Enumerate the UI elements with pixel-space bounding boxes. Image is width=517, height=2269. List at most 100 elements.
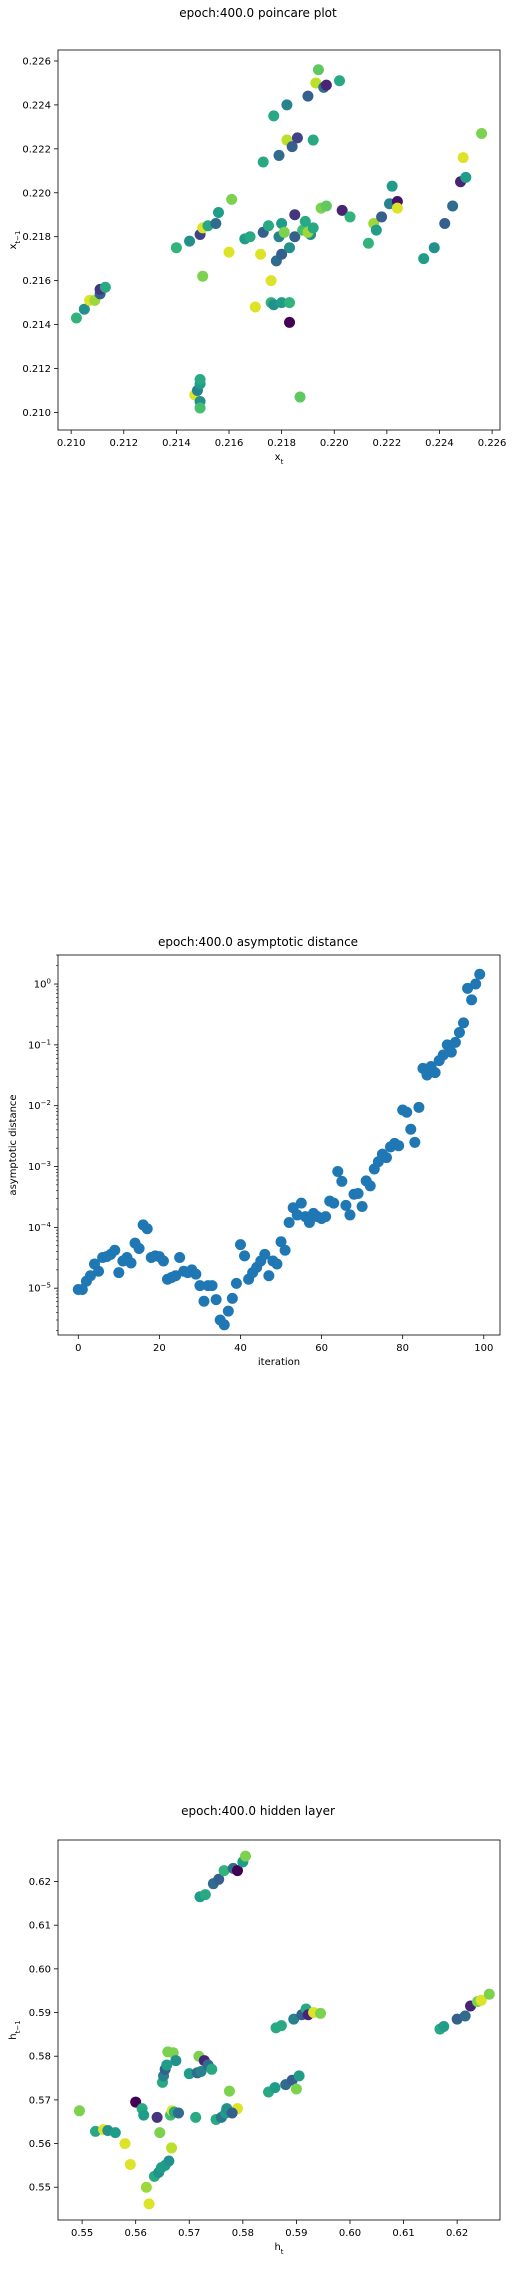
y-tick-label: 0.224 <box>22 100 51 111</box>
scatter-point <box>271 1258 282 1269</box>
scatter-point <box>308 222 319 233</box>
scatter-point <box>231 1278 242 1289</box>
scatter-point <box>284 242 295 253</box>
scatter-point <box>446 1047 457 1058</box>
scatter-point <box>296 1198 307 1209</box>
scatter-point <box>401 1107 412 1118</box>
y-tick-label: 0.214 <box>22 320 51 331</box>
scatter-point <box>429 242 440 253</box>
x-tick-label: 0.59 <box>285 2228 307 2239</box>
scatter-point <box>119 2138 130 2149</box>
scatter-point <box>258 157 269 168</box>
y-tick-label: 0.55 <box>29 2183 51 2194</box>
scatter-point <box>418 253 429 264</box>
scatter-point <box>200 1889 211 1900</box>
scatter-point <box>110 2127 121 2138</box>
y-tick-label: 0.226 <box>22 56 51 67</box>
y-tick-label: 0.220 <box>22 188 51 199</box>
scatter-point <box>211 1294 222 1305</box>
scatter-point <box>219 1319 230 1330</box>
scatter-point <box>454 1027 465 1038</box>
x-tick-label: 0.60 <box>339 2228 361 2239</box>
scatter-point <box>190 2112 201 2123</box>
axes-frame <box>58 955 500 1335</box>
axis-labels: iteration asymptotic distance <box>8 1094 300 1368</box>
scatter-point <box>345 211 356 222</box>
scatter-point <box>269 2082 280 2093</box>
scatter-point <box>470 979 481 990</box>
scatter-point <box>447 200 458 211</box>
scatter-point <box>284 297 295 308</box>
scatter-point <box>353 1188 364 1199</box>
scatter-point <box>173 2107 184 2118</box>
scatter-point <box>134 1243 145 1254</box>
scatter-point <box>152 2112 163 2123</box>
scatter-point <box>280 1245 291 1256</box>
scatter-point <box>294 2070 305 2081</box>
scatter-point <box>276 2020 287 2031</box>
scatter-point <box>125 1257 136 1268</box>
scatter-point <box>409 1137 420 1148</box>
y-tick-label: 0.57 <box>29 2095 51 2106</box>
scatter-point <box>268 110 279 121</box>
x-axis-label: iteration <box>258 1357 300 1368</box>
scatter-point <box>158 1255 169 1266</box>
scatter-point <box>223 1306 234 1317</box>
scatter-point <box>363 238 374 249</box>
scatter-point <box>141 2182 152 2193</box>
scatter-point <box>250 301 261 312</box>
scatter-point <box>210 218 221 229</box>
scatter-point <box>376 211 387 222</box>
y-tick-label: 0.216 <box>22 276 51 287</box>
scatter-point <box>227 2107 238 2118</box>
scatter-point <box>284 317 295 328</box>
scatter-point <box>292 132 303 143</box>
scatter-points <box>74 1851 495 2210</box>
scatter-point <box>458 152 469 163</box>
scatter-point <box>332 1166 343 1177</box>
scatter-point <box>484 1989 495 2000</box>
scatter-point <box>93 1266 104 1277</box>
scatter-point <box>245 231 256 242</box>
x-tick-label: 0.218 <box>267 438 296 449</box>
x-tick-label: 0.55 <box>71 2228 93 2239</box>
scatter-point <box>315 2008 326 2019</box>
scatter-point <box>334 75 345 86</box>
scatter-points <box>73 969 485 1331</box>
chart-title: epoch:400.0 asymptotic distance <box>158 935 358 949</box>
y-tick-label: 0.222 <box>22 144 51 155</box>
scatter-point <box>198 1296 209 1307</box>
x-tick-label: 0.224 <box>425 438 454 449</box>
y-axis-label: xt−1 <box>8 231 22 250</box>
x-tick-label: 0.62 <box>446 2228 468 2239</box>
y-tick-label: 10−1 <box>28 1038 51 1051</box>
x-tick-label: 100 <box>474 1343 493 1354</box>
scatter-point <box>405 1124 416 1135</box>
scatter-point <box>142 1223 153 1234</box>
y-tick-label: 10−4 <box>28 1221 52 1234</box>
x-tick-label: 0.57 <box>178 2228 200 2239</box>
scatter-point <box>413 1102 424 1113</box>
scatter-point <box>74 2105 85 2116</box>
scatter-point <box>365 1180 376 1191</box>
scatter-point <box>460 172 471 183</box>
scatter-point <box>460 2011 471 2022</box>
x-tick-label: 0.58 <box>232 2228 254 2239</box>
hidden-layer-panel: epoch:400.0 hidden layer 0.55 0.56 0.57 0.5… <box>8 1804 500 2256</box>
scatter-point <box>184 236 195 247</box>
x-tick-label: 80 <box>396 1343 409 1354</box>
x-axis-label: ht <box>274 2242 283 2256</box>
asymptotic-distance-panel: epoch:400.0 asymptotic distance 0 20 40 60 8… <box>8 935 500 1368</box>
scatter-point <box>226 194 237 205</box>
scatter-point <box>281 99 292 110</box>
y-tick-label: 0.218 <box>22 232 51 243</box>
scatter-point <box>144 2198 155 2209</box>
scatter-point <box>166 2142 177 2153</box>
scatter-point <box>387 181 398 192</box>
scatter-point <box>71 312 82 323</box>
scatter-point <box>219 1865 230 1876</box>
scatter-point <box>392 203 403 214</box>
scatter-point <box>336 1176 347 1187</box>
x-tick-label: 40 <box>234 1343 247 1354</box>
